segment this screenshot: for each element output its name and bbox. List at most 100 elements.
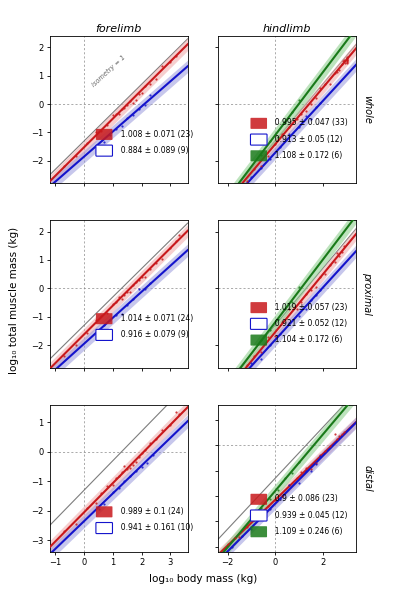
Point <box>138 448 145 458</box>
Point <box>321 446 328 455</box>
Point <box>158 254 165 263</box>
Point <box>316 83 323 93</box>
Point <box>72 151 78 161</box>
Point <box>173 236 179 246</box>
Point <box>115 292 122 302</box>
Text: 0.884 ± 0.089 (9): 0.884 ± 0.089 (9) <box>116 146 188 155</box>
Point <box>264 332 271 342</box>
Text: 1.109 ± 0.246 (6): 1.109 ± 0.246 (6) <box>270 527 342 536</box>
Point <box>147 278 153 288</box>
Point <box>297 297 304 307</box>
Point <box>150 451 156 460</box>
Point <box>295 282 301 292</box>
Point <box>118 104 125 113</box>
Point <box>247 172 254 182</box>
Text: 0.921 ± 0.052 (12): 0.921 ± 0.052 (12) <box>270 319 347 328</box>
Point <box>129 280 136 289</box>
Point <box>273 132 280 142</box>
Point <box>257 161 263 171</box>
Point <box>152 434 159 444</box>
Point <box>257 335 263 345</box>
Point <box>126 463 133 472</box>
Text: 0.9 ± 0.086 (23): 0.9 ± 0.086 (23) <box>270 494 337 503</box>
Point <box>307 286 313 295</box>
Point <box>257 150 263 160</box>
Point <box>61 161 67 170</box>
Point <box>250 164 256 174</box>
Point <box>167 421 173 430</box>
Point <box>83 328 90 337</box>
Point <box>124 464 131 474</box>
Point <box>292 473 299 483</box>
FancyBboxPatch shape <box>250 118 266 129</box>
Point <box>278 491 285 500</box>
Point <box>342 54 349 64</box>
FancyBboxPatch shape <box>250 302 266 313</box>
Point <box>124 101 131 110</box>
Point <box>302 463 309 473</box>
Point <box>285 481 292 490</box>
Point <box>302 304 309 313</box>
Point <box>141 284 147 294</box>
Point <box>285 481 292 490</box>
Point <box>257 503 263 512</box>
Point <box>335 431 342 440</box>
FancyBboxPatch shape <box>250 335 266 346</box>
Point <box>129 98 136 108</box>
Title: hindlimb: hindlimb <box>262 24 311 34</box>
Point <box>288 107 294 117</box>
Point <box>147 91 153 100</box>
Point <box>338 429 344 439</box>
Point <box>135 104 142 114</box>
Point <box>126 471 133 481</box>
Text: log₁₀ total muscle mass (kg): log₁₀ total muscle mass (kg) <box>9 226 19 374</box>
Point <box>176 410 182 419</box>
FancyBboxPatch shape <box>96 145 112 156</box>
Point <box>295 458 301 467</box>
Point <box>238 531 244 541</box>
Text: log₁₀ body mass (kg): log₁₀ body mass (kg) <box>148 574 256 584</box>
Text: 0.995 ± 0.047 (33): 0.995 ± 0.047 (33) <box>270 118 347 127</box>
Point <box>118 309 125 319</box>
Point <box>228 385 235 394</box>
Point <box>147 438 153 448</box>
Point <box>311 283 318 292</box>
Point <box>132 466 139 476</box>
Point <box>257 514 263 523</box>
Point <box>118 294 125 304</box>
Text: 1.019 ± 0.057 (23): 1.019 ± 0.057 (23) <box>270 303 347 312</box>
FancyBboxPatch shape <box>250 526 266 537</box>
Point <box>138 463 145 472</box>
Point <box>257 163 263 172</box>
Point <box>340 55 347 65</box>
FancyBboxPatch shape <box>250 510 266 521</box>
Point <box>276 494 282 503</box>
Point <box>288 297 294 307</box>
Point <box>342 56 349 65</box>
Point <box>340 242 347 251</box>
Point <box>112 298 119 307</box>
Point <box>257 347 263 357</box>
Point <box>228 542 235 552</box>
Point <box>288 468 294 478</box>
Point <box>321 79 328 89</box>
Point <box>247 359 254 368</box>
Point <box>342 58 349 67</box>
Point <box>95 504 102 514</box>
Point <box>281 304 287 314</box>
Point <box>266 154 273 164</box>
Point <box>243 522 249 532</box>
Point <box>307 115 313 124</box>
FancyBboxPatch shape <box>96 313 112 324</box>
Point <box>243 176 249 186</box>
Point <box>92 499 99 508</box>
Point <box>135 284 142 294</box>
Point <box>109 110 116 119</box>
Point <box>132 95 139 105</box>
Point <box>235 180 242 190</box>
Point <box>278 317 285 327</box>
Point <box>278 129 285 139</box>
Point <box>72 340 78 350</box>
Point <box>126 96 133 106</box>
Point <box>326 441 332 451</box>
